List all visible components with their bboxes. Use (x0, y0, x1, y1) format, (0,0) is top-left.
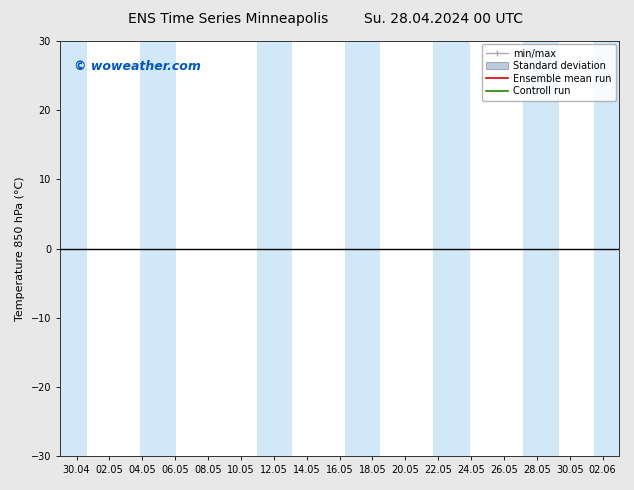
Text: ENS Time Series Minneapolis: ENS Time Series Minneapolis (128, 12, 328, 26)
Bar (523, 41, 559, 456)
Bar (140, 41, 176, 456)
Bar (60, 41, 87, 456)
Bar (345, 41, 380, 456)
Bar (434, 41, 470, 456)
Text: © woweather.com: © woweather.com (74, 60, 201, 73)
Legend: min/max, Standard deviation, Ensemble mean run, Controll run: min/max, Standard deviation, Ensemble me… (482, 44, 616, 101)
Y-axis label: Temperature 850 hPa (°C): Temperature 850 hPa (°C) (15, 176, 25, 321)
Text: Su. 28.04.2024 00 UTC: Su. 28.04.2024 00 UTC (365, 12, 523, 26)
Bar (594, 41, 619, 456)
Bar (257, 41, 292, 456)
